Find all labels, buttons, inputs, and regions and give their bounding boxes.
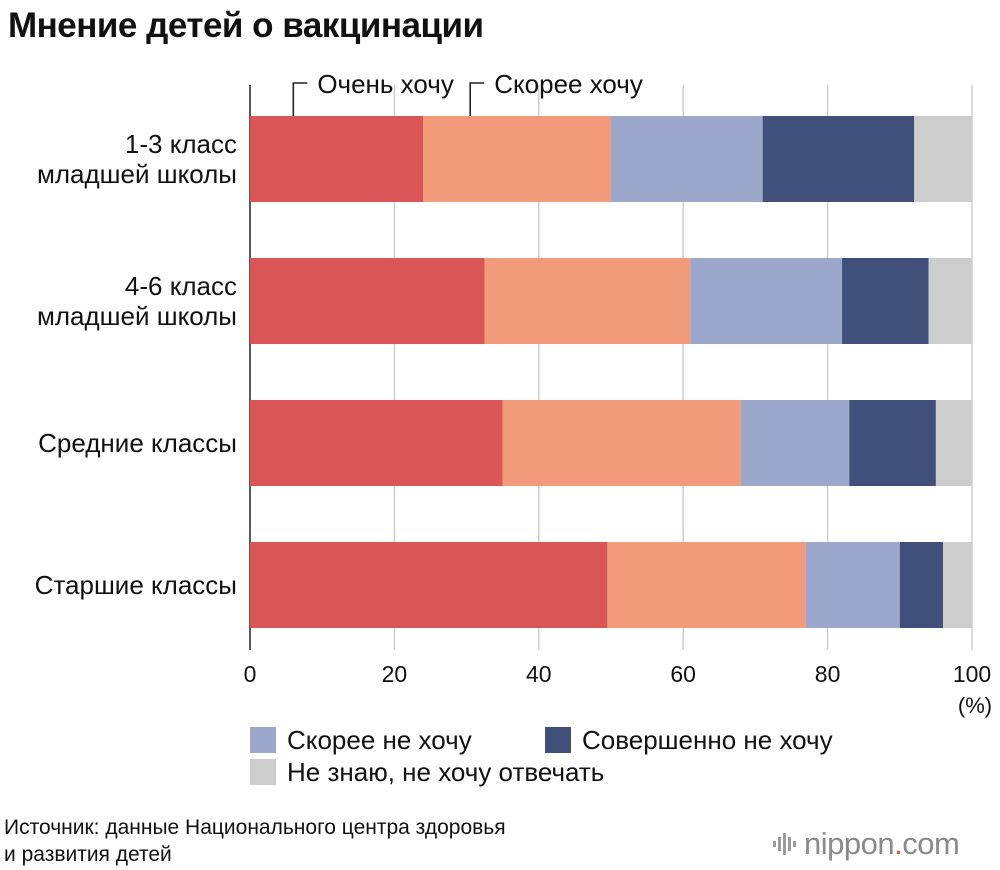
- bar-segment: [611, 116, 763, 202]
- logo-suffix: com: [902, 826, 960, 861]
- category-label: младшей школы: [37, 159, 237, 189]
- bar-segment: [762, 116, 915, 202]
- chart-title: Мнение детей о вакцинации: [8, 6, 484, 45]
- source-note: Источник: данные Национального центра зд…: [4, 814, 506, 868]
- x-tick-labels: 0 20 40 60 80 100 (%): [244, 661, 993, 718]
- bar-segment: [899, 542, 944, 628]
- x-tick-label: 0: [244, 661, 257, 687]
- bars: [250, 116, 972, 628]
- legend-swatch: [250, 759, 276, 785]
- legend-swatch: [250, 727, 276, 753]
- bar-segment: [250, 116, 424, 202]
- logo-dot: .: [894, 826, 903, 861]
- x-unit-label: (%): [958, 693, 992, 718]
- x-tick-label: 60: [670, 661, 696, 687]
- bar-segment: [690, 258, 843, 344]
- legend-label: Очень хочу: [317, 69, 454, 99]
- bar-segment: [250, 258, 485, 344]
- legend-label: Скорее не хочу: [287, 725, 472, 755]
- logo-text: nippon.com: [804, 826, 960, 862]
- bar-segment: [502, 400, 741, 486]
- source-line: и развития детей: [4, 843, 172, 866]
- bar-segment: [805, 542, 900, 628]
- legend-swatch: [545, 727, 571, 753]
- source-line: Источник: данные Национального центра зд…: [4, 816, 506, 839]
- legend-leader-line: [292, 82, 308, 116]
- x-tick-label: 20: [382, 661, 408, 687]
- category-label: 1-3 класс: [125, 129, 237, 159]
- legend-top: Очень хочу Скорее хочу: [292, 69, 643, 116]
- category-label: младшей школы: [37, 301, 237, 331]
- bar-segment: [849, 400, 936, 486]
- x-tick-label: 80: [815, 661, 841, 687]
- x-tick-label: 40: [526, 661, 552, 687]
- x-tick-label: 100: [953, 661, 991, 687]
- bar-segment: [943, 542, 972, 628]
- legend-label: Скорее хочу: [494, 69, 643, 99]
- bar-segment: [250, 542, 608, 628]
- nippon-logo: nippon.com: [772, 826, 960, 862]
- bar-segment: [250, 400, 503, 486]
- bar-segment: [423, 116, 611, 202]
- category-label: Старшие классы: [35, 570, 237, 600]
- bar-segment: [842, 258, 929, 344]
- category-label: 4-6 класс: [125, 271, 237, 301]
- bar-segment: [928, 258, 972, 344]
- bar-segment: [484, 258, 691, 344]
- nippon-mark-icon: [773, 833, 796, 855]
- logo-name: nippon: [804, 826, 895, 861]
- legend-label: Совершенно не хочу: [582, 725, 833, 755]
- bar-segment: [740, 400, 850, 486]
- bar-segment: [607, 542, 806, 628]
- bar-segment: [914, 116, 972, 202]
- category-label: Средние классы: [38, 428, 237, 458]
- bar-segment: [935, 400, 972, 486]
- legend-label: Не знаю, не хочу отвечать: [287, 757, 604, 787]
- legend-leader-line: [469, 82, 485, 116]
